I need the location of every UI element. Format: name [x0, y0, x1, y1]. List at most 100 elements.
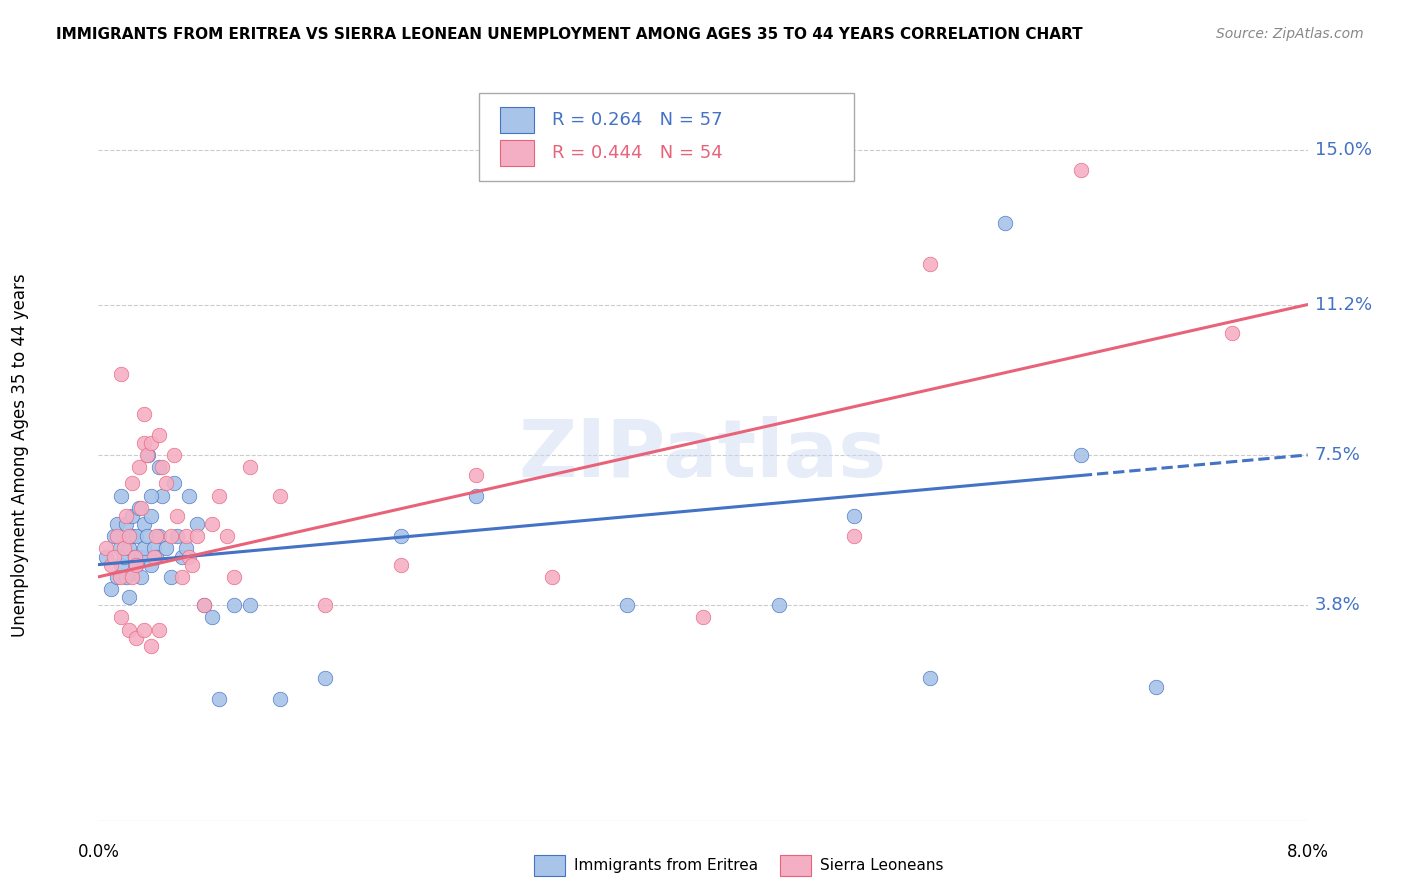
Point [616, 599, 638, 613]
Text: Sierra Leoneans: Sierra Leoneans [820, 858, 943, 872]
Point [201, 610, 224, 624]
Point [177, 549, 201, 564]
Point [844, 529, 866, 543]
Point [1070, 163, 1092, 178]
Point [118, 529, 141, 543]
Text: 11.2%: 11.2% [1315, 295, 1372, 314]
Point [269, 489, 291, 503]
Point [170, 570, 193, 584]
Point [132, 623, 155, 637]
Point [124, 549, 146, 564]
Point [1220, 326, 1243, 340]
Point [110, 610, 132, 624]
Point [224, 570, 246, 584]
Point [141, 639, 163, 653]
Point [132, 516, 155, 531]
Point [112, 541, 135, 556]
Point [110, 489, 132, 503]
Point [103, 529, 125, 543]
Point [208, 691, 231, 706]
Point [186, 529, 208, 543]
Point [170, 549, 193, 564]
Point [108, 541, 131, 556]
Point [118, 541, 141, 556]
Text: ZIPatlas: ZIPatlas [519, 416, 887, 494]
Point [129, 570, 152, 584]
Point [155, 476, 177, 491]
Text: 15.0%: 15.0% [1315, 141, 1372, 159]
Point [844, 508, 866, 523]
Point [181, 558, 204, 572]
Point [135, 529, 157, 543]
Point [918, 257, 941, 271]
Point [389, 529, 412, 543]
Point [148, 427, 170, 442]
Text: 7.5%: 7.5% [1315, 446, 1361, 464]
Point [163, 448, 186, 462]
Point [125, 529, 148, 543]
Point [177, 489, 201, 503]
Text: IMMIGRANTS FROM ERITREA VS SIERRA LEONEAN UNEMPLOYMENT AMONG AGES 35 TO 44 YEARS: IMMIGRANTS FROM ERITREA VS SIERRA LEONEA… [56, 27, 1083, 42]
Point [193, 599, 215, 613]
Point [389, 558, 412, 572]
Text: R = 0.264   N = 57: R = 0.264 N = 57 [551, 112, 723, 129]
Point [132, 541, 155, 556]
Point [100, 558, 122, 572]
Point [121, 570, 143, 584]
Point [143, 549, 166, 564]
Point [118, 623, 141, 637]
Point [108, 570, 131, 584]
Point [174, 529, 197, 543]
Point [768, 599, 790, 613]
Point [540, 570, 562, 584]
Point [166, 508, 188, 523]
Point [105, 570, 128, 584]
Point [1070, 448, 1092, 462]
Point [100, 582, 122, 596]
Text: Immigrants from Eritrea: Immigrants from Eritrea [574, 858, 758, 872]
FancyBboxPatch shape [501, 108, 534, 133]
Point [148, 529, 170, 543]
Point [1144, 680, 1167, 694]
Text: R = 0.444   N = 54: R = 0.444 N = 54 [551, 145, 723, 162]
Point [141, 508, 163, 523]
Text: Source: ZipAtlas.com: Source: ZipAtlas.com [1216, 27, 1364, 41]
Point [125, 631, 148, 645]
Point [103, 549, 125, 564]
Point [141, 489, 163, 503]
Point [105, 529, 128, 543]
Point [110, 367, 132, 381]
Point [148, 623, 170, 637]
Text: 3.8%: 3.8% [1315, 596, 1361, 615]
Point [121, 508, 143, 523]
Text: 0.0%: 0.0% [77, 843, 120, 861]
Point [994, 216, 1017, 230]
Point [118, 590, 141, 604]
Point [224, 599, 246, 613]
Point [94, 541, 117, 556]
Point [465, 489, 488, 503]
Point [215, 529, 238, 543]
Point [124, 549, 146, 564]
Point [160, 529, 183, 543]
Point [239, 599, 262, 613]
Point [105, 516, 128, 531]
Point [135, 448, 157, 462]
Point [125, 558, 148, 572]
Point [114, 570, 136, 584]
Point [201, 516, 224, 531]
Point [692, 610, 714, 624]
Point [314, 672, 336, 686]
Point [128, 460, 150, 475]
Point [128, 500, 150, 515]
Point [155, 541, 177, 556]
Point [193, 599, 215, 613]
Point [141, 558, 163, 572]
Point [150, 489, 173, 503]
Point [125, 558, 148, 572]
Point [132, 407, 155, 421]
Point [163, 476, 186, 491]
Point [121, 476, 143, 491]
Point [145, 549, 167, 564]
Point [160, 570, 183, 584]
